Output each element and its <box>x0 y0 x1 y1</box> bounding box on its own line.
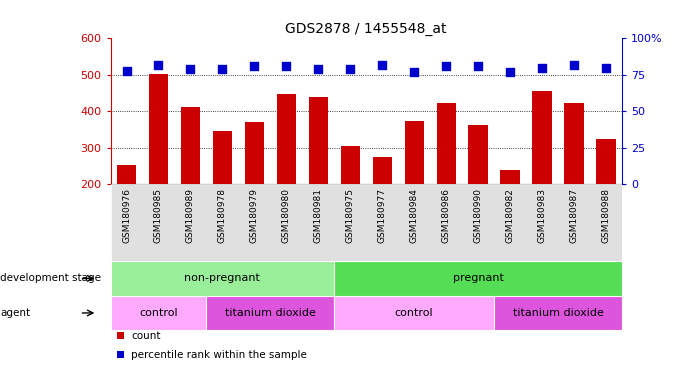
Bar <box>532 91 551 184</box>
Text: non-pregnant: non-pregnant <box>184 273 261 283</box>
Point <box>217 66 228 72</box>
Bar <box>372 157 392 184</box>
Point <box>441 63 452 69</box>
Bar <box>149 74 168 184</box>
Point <box>345 66 356 72</box>
Point <box>600 65 612 71</box>
Bar <box>596 139 616 184</box>
Bar <box>111 261 334 296</box>
Text: pregnant: pregnant <box>453 273 504 283</box>
Text: GSM180985: GSM180985 <box>154 188 163 243</box>
Bar <box>309 97 328 184</box>
Bar <box>276 94 296 184</box>
Text: GSM180980: GSM180980 <box>282 188 291 243</box>
Text: control: control <box>395 308 433 318</box>
Text: GSM180983: GSM180983 <box>538 188 547 243</box>
Bar <box>334 261 622 296</box>
Bar <box>494 296 622 330</box>
Bar <box>245 122 264 184</box>
Bar <box>207 296 334 330</box>
Bar <box>500 170 520 184</box>
Point <box>281 63 292 69</box>
Bar <box>341 146 360 184</box>
Point <box>153 61 164 68</box>
Bar <box>181 107 200 184</box>
Text: agent: agent <box>0 308 30 318</box>
Bar <box>437 103 456 184</box>
Text: development stage: development stage <box>0 273 101 283</box>
Text: GSM180987: GSM180987 <box>569 188 578 243</box>
Point <box>249 63 260 69</box>
Point <box>408 69 419 75</box>
Bar <box>404 121 424 184</box>
Text: titanium dioxide: titanium dioxide <box>513 308 603 318</box>
Text: titanium dioxide: titanium dioxide <box>225 308 316 318</box>
Text: GSM180975: GSM180975 <box>346 188 354 243</box>
Bar <box>111 296 207 330</box>
Point <box>313 66 324 72</box>
Text: GSM180981: GSM180981 <box>314 188 323 243</box>
Point <box>185 66 196 72</box>
Text: GSM180990: GSM180990 <box>473 188 482 243</box>
Point <box>473 63 484 69</box>
Bar <box>565 103 583 184</box>
Text: GSM180976: GSM180976 <box>122 188 131 243</box>
Point <box>377 61 388 68</box>
Text: count: count <box>131 331 161 341</box>
Text: GSM180979: GSM180979 <box>250 188 259 243</box>
Text: GSM180982: GSM180982 <box>506 188 515 243</box>
Text: GSM180989: GSM180989 <box>186 188 195 243</box>
Text: GSM180988: GSM180988 <box>601 188 610 243</box>
Bar <box>213 131 232 184</box>
Bar <box>334 296 494 330</box>
Text: control: control <box>139 308 178 318</box>
Text: GSM180984: GSM180984 <box>410 188 419 243</box>
Point <box>536 65 547 71</box>
Text: GSM180978: GSM180978 <box>218 188 227 243</box>
Bar <box>117 166 136 184</box>
Text: percentile rank within the sample: percentile rank within the sample <box>131 350 307 360</box>
Point <box>121 68 132 74</box>
Text: GSM180977: GSM180977 <box>378 188 387 243</box>
Title: GDS2878 / 1455548_at: GDS2878 / 1455548_at <box>285 22 447 36</box>
Point <box>504 69 515 75</box>
Text: GSM180986: GSM180986 <box>442 188 451 243</box>
Point <box>569 61 580 68</box>
Bar <box>468 125 488 184</box>
